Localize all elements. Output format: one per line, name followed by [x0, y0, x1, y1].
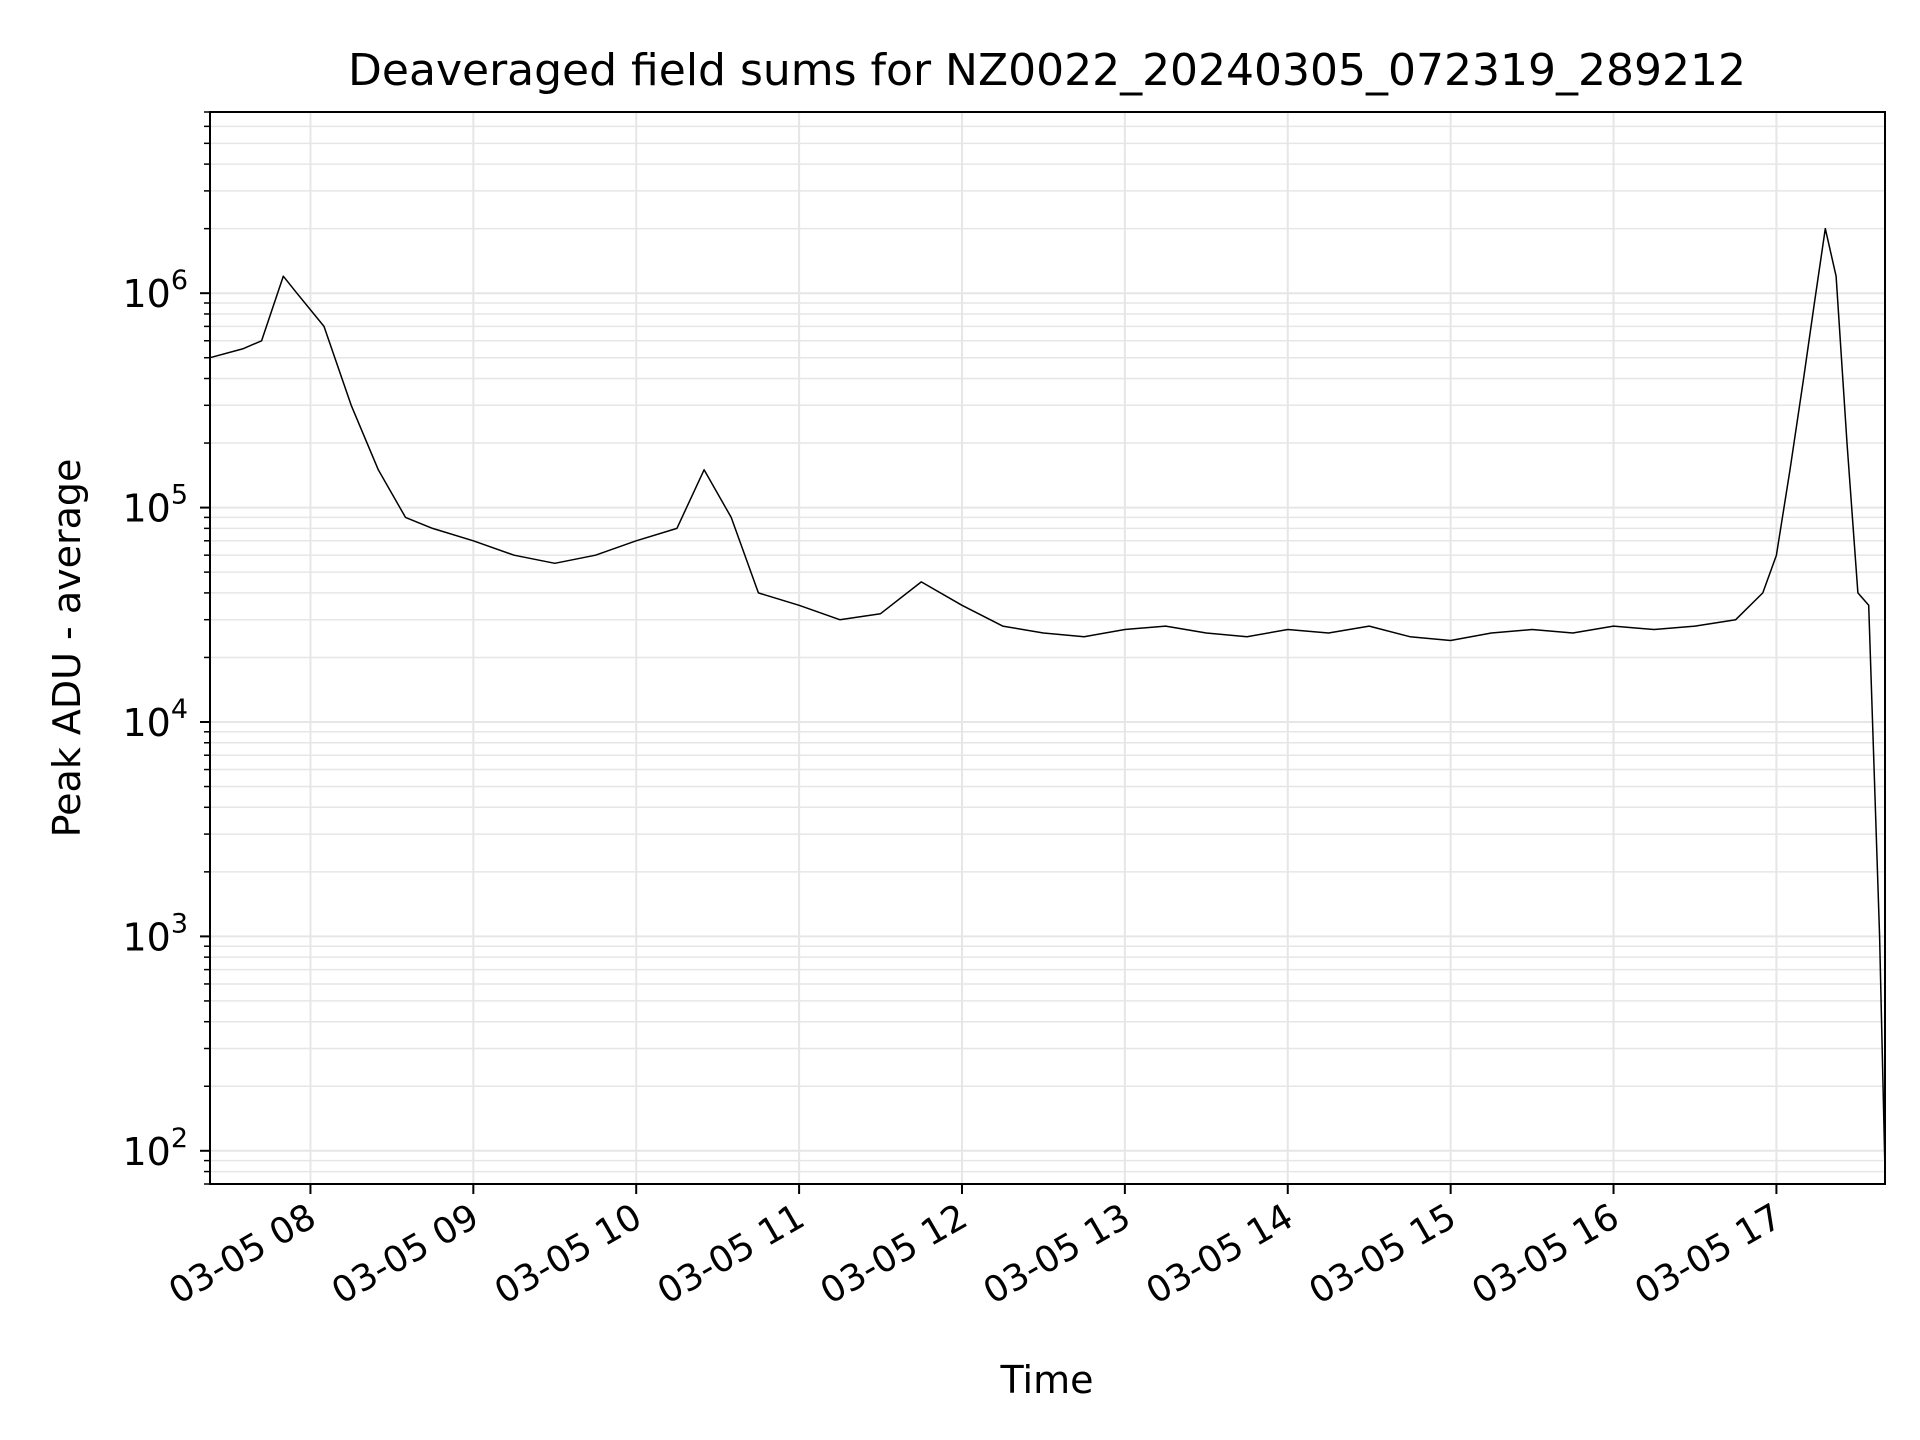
grid: [210, 111, 1885, 1185]
y-tick-label: 105: [122, 480, 188, 531]
plot-area-background: [210, 112, 1885, 1184]
plot-frame: [209, 111, 1886, 1185]
y-tick-label: 102: [122, 1123, 188, 1174]
x-axis-label: Time: [1000, 1358, 1094, 1402]
chart-title: Deaveraged field sums for NZ0022_2024030…: [348, 45, 1746, 96]
series-layer: [209, 227, 1886, 1172]
series-line: [209, 227, 1886, 1172]
y-tick-label: 104: [122, 694, 188, 745]
y-tick-label: 103: [122, 908, 188, 959]
y-tick-label: 106: [122, 265, 188, 316]
y-axis-label: Peak ADU - average: [45, 459, 89, 838]
